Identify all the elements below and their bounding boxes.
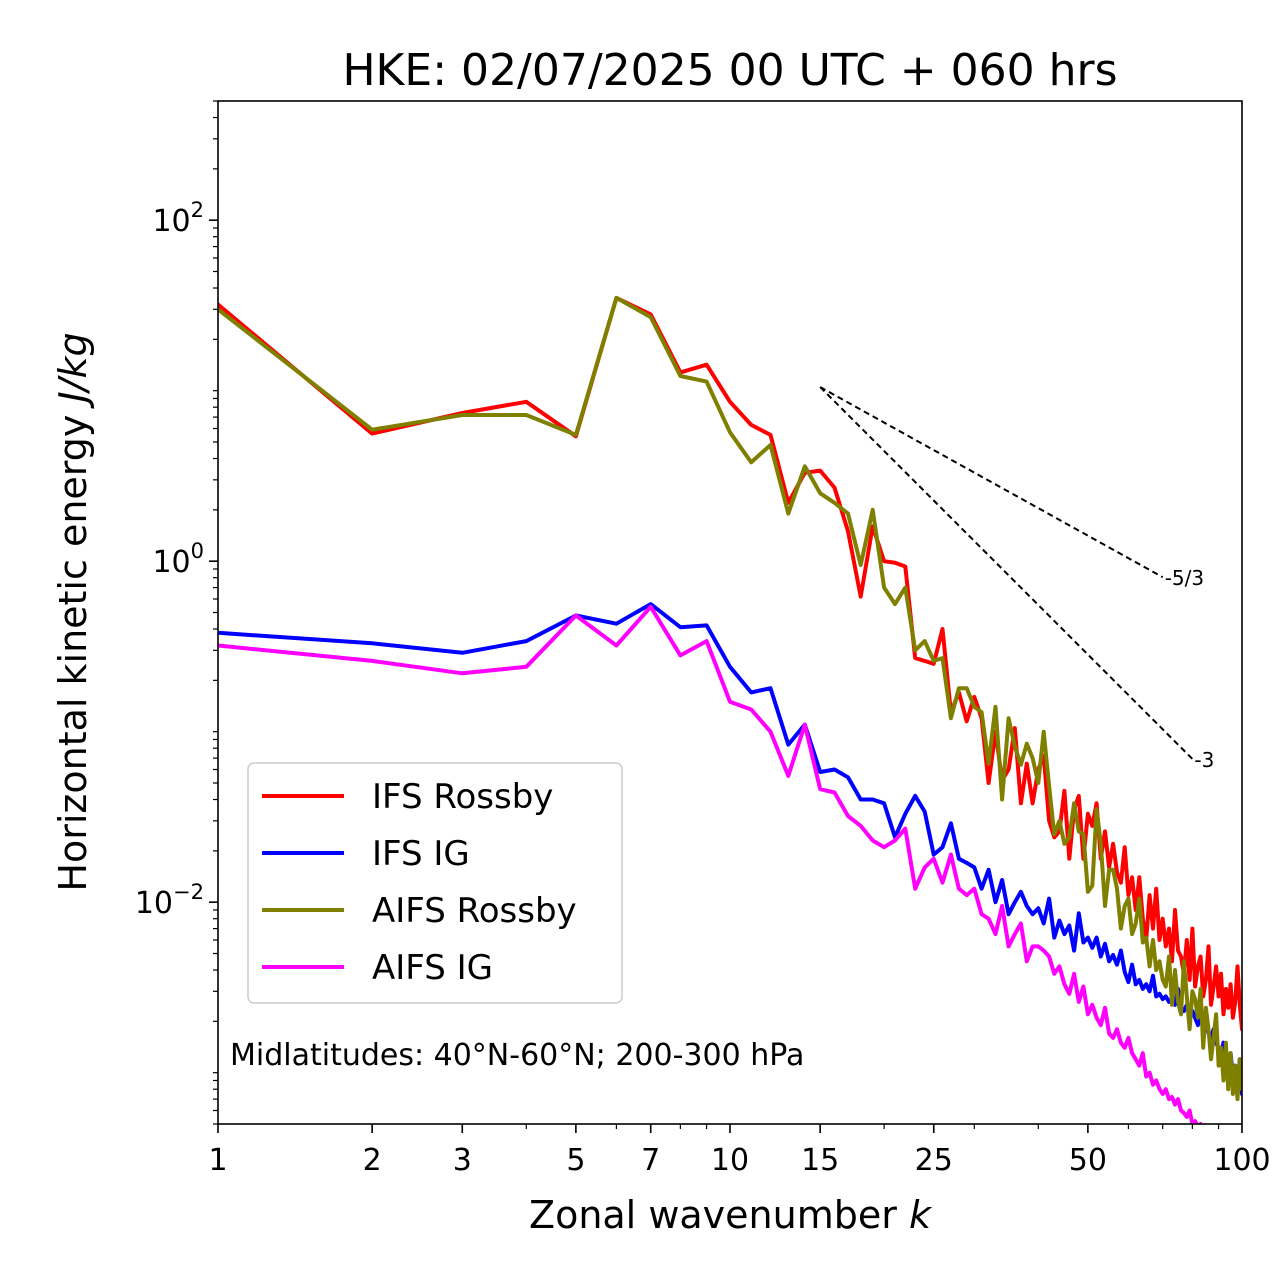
series-layer [218, 295, 1242, 1124]
x-tick-label: 50 [1069, 1143, 1107, 1178]
x-tick-label: 10 [711, 1143, 749, 1178]
x-axis-label-variable: k [909, 1193, 933, 1237]
chart-title: HKE: 02/07/2025 00 UTC + 060 hrs [342, 45, 1117, 96]
y-axis-label-text: Horizontal kinetic energy [51, 403, 95, 892]
reference-slope-line-1 [819, 386, 1194, 760]
legend-items: IFS Rossby IFS IG AIFS Rossby AIFS IG [262, 777, 577, 988]
series-line-aifs-ig [218, 604, 1203, 1124]
reference-slope-label-1: -3 [1194, 748, 1214, 772]
y-tick-label: 102 [152, 198, 204, 239]
legend-label-ifs-rossby: IFS Rossby [372, 777, 553, 817]
reference-slope-line-0 [819, 386, 1164, 579]
series-line-ifs-rossby [218, 295, 1242, 1032]
y-tick-label: 10−2 [135, 880, 204, 921]
x-tick-label: 5 [566, 1143, 585, 1178]
axis-ticks: 1 2 3 5 7 10 15 25 50 100 10−2 100 102 [135, 100, 1271, 1178]
series-line-aifs-rossby [218, 295, 1242, 1102]
legend-label-aifs-rossby: AIFS Rossby [372, 891, 577, 931]
x-tick-label: 2 [363, 1143, 382, 1178]
x-tick-label: 25 [915, 1143, 953, 1178]
plot-area: -5/3 -3 1 2 3 5 7 10 15 25 50 100 10−2 100 102 [135, 100, 1271, 1178]
legend-label-ifs-ig: IFS IG [372, 834, 470, 874]
x-tick-label: 3 [453, 1143, 472, 1178]
legend-box [247, 762, 623, 1004]
y-axis-label-unit: J/kg [51, 332, 95, 409]
x-tick-label: 1 [208, 1143, 227, 1178]
reference-slope-label-0: -5/3 [1165, 566, 1204, 590]
legend-label-aifs-ig: AIFS IG [372, 948, 493, 988]
y-tick-label: 100 [152, 539, 204, 580]
x-tick-label: 7 [641, 1143, 660, 1178]
region-annotation: Midlatitudes: 40°N-60°N; 200-300 hPa [230, 1038, 804, 1073]
legend: IFS Rossby IFS IG AIFS Rossby AIFS IG [247, 762, 623, 1004]
x-axis-label-text: Zonal wavenumber [529, 1193, 909, 1237]
x-tick-label: 100 [1213, 1143, 1270, 1178]
x-axis-label: Zonal wavenumber k [529, 1193, 933, 1237]
reference-slopes: -5/3 -3 [819, 386, 1214, 772]
x-tick-label: 15 [801, 1143, 839, 1178]
y-axis-label: Horizontal kinetic energy J/kg [51, 332, 95, 891]
